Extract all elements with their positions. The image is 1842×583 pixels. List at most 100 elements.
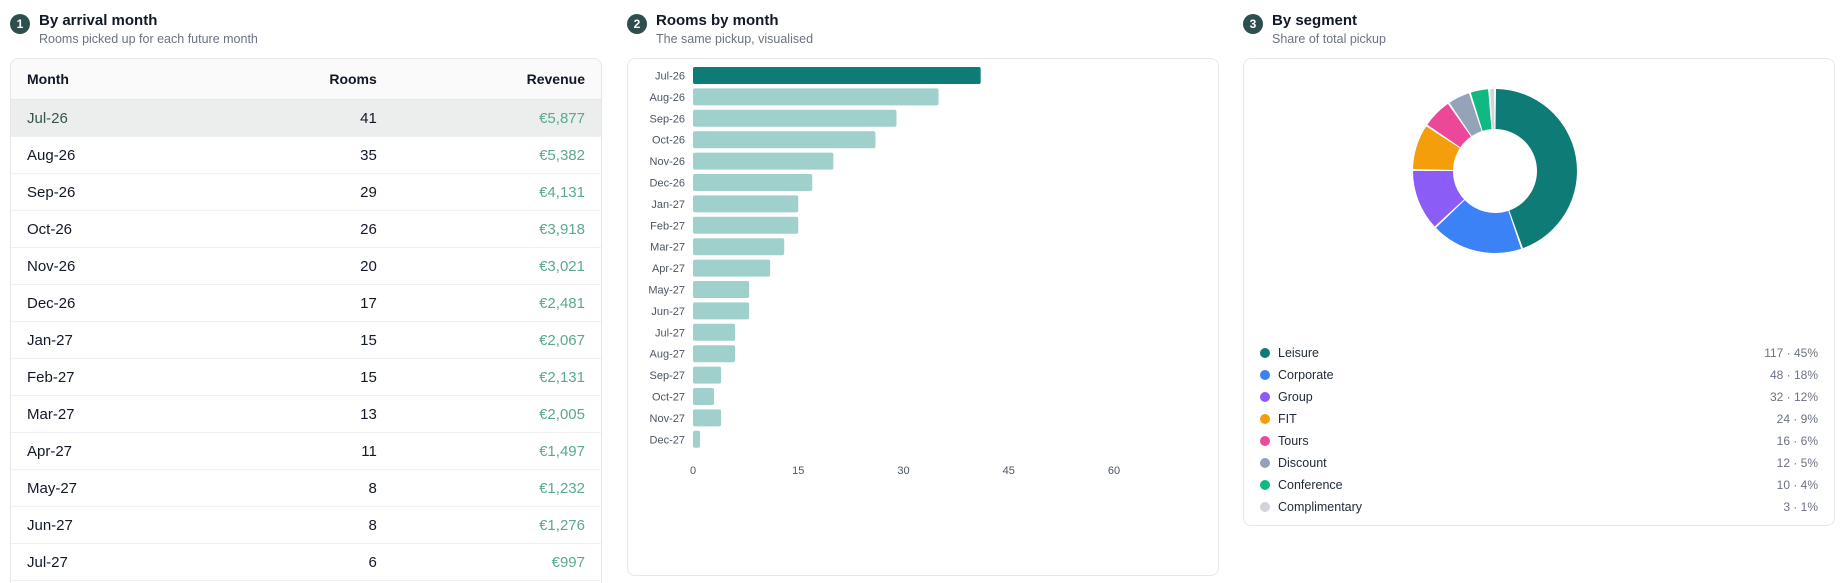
bar[interactable] xyxy=(693,152,834,170)
legend-item[interactable]: Discount 12 · 5% xyxy=(1260,452,1818,474)
column-header-revenue[interactable]: Revenue xyxy=(526,71,585,87)
table-row[interactable]: May-27 8 €1,232 xyxy=(11,470,601,507)
cell-month: Oct-26 xyxy=(27,220,73,238)
table-body: Jul-26 41 €5,877 Aug-26 35 €5,382 Sep-26 29 €4,1… xyxy=(11,100,601,581)
table-row[interactable]: Jun-27 8 €1,276 xyxy=(11,507,601,544)
legend-item[interactable]: Group 32 · 12% xyxy=(1260,386,1818,408)
bar[interactable] xyxy=(693,174,813,191)
column-header-month[interactable]: Month xyxy=(27,71,69,87)
donut-slice[interactable] xyxy=(1470,89,1492,131)
bar[interactable] xyxy=(693,302,750,320)
legend-item[interactable]: Corporate 48 · 18% xyxy=(1260,364,1818,386)
cell-rooms: 35 xyxy=(360,146,377,164)
legend-label: FIT xyxy=(1278,412,1297,426)
cell-month: Jan-27 xyxy=(27,331,73,349)
bar[interactable] xyxy=(693,195,799,213)
bar-label: Apr-27 xyxy=(652,263,685,275)
cell-rooms: 11 xyxy=(361,442,377,460)
cell-month: Sep-26 xyxy=(27,183,76,201)
step-badge: 1 xyxy=(10,14,30,34)
table-row[interactable]: Jul-26 41 €5,877 xyxy=(11,100,601,137)
panel-title: By arrival month xyxy=(39,12,158,29)
bar[interactable] xyxy=(693,281,750,298)
cell-month: May-27 xyxy=(27,479,78,497)
table-row[interactable]: Dec-26 17 €2,481 xyxy=(11,285,601,322)
cell-rooms: 8 xyxy=(368,516,377,534)
bar[interactable] xyxy=(693,131,876,149)
legend-item[interactable]: Tours 16 · 6% xyxy=(1260,430,1818,452)
donut-slice[interactable] xyxy=(1495,89,1577,249)
table-row[interactable]: Aug-26 35 €5,382 xyxy=(11,137,601,174)
bar[interactable] xyxy=(693,366,722,384)
legend-swatch xyxy=(1260,480,1270,490)
bar-label: Aug-26 xyxy=(650,92,685,104)
legend-value: 3 · 1% xyxy=(1783,500,1818,514)
bar-label: Oct-27 xyxy=(652,392,685,404)
arrival-month-table: Month Rooms Revenue Jul-26 41 €5,877 Aug-26… xyxy=(10,58,602,583)
bar[interactable] xyxy=(693,388,715,405)
bar-label: Dec-27 xyxy=(650,434,685,446)
donut-slice[interactable] xyxy=(1413,171,1465,227)
table-row[interactable]: Apr-27 11 €1,497 xyxy=(11,433,601,470)
cell-rooms: 15 xyxy=(360,368,377,386)
panel-title: By segment xyxy=(1272,12,1358,29)
cell-rooms: 13 xyxy=(360,405,377,423)
cell-month: Aug-26 xyxy=(27,146,76,164)
table-row[interactable]: Sep-26 29 €4,131 xyxy=(11,174,601,211)
panel-header-rooms-by-month: 2 Rooms by month The same pickup, visual… xyxy=(627,12,813,48)
cell-month: Dec-26 xyxy=(27,294,76,312)
bar[interactable] xyxy=(693,259,771,277)
column-header-rooms[interactable]: Rooms xyxy=(329,71,377,87)
legend-value: 24 · 9% xyxy=(1776,412,1818,426)
legend-swatch xyxy=(1260,414,1270,424)
cell-revenue: €2,067 xyxy=(539,331,585,349)
panel-subtitle: The same pickup, visualised xyxy=(656,32,814,46)
x-tick-label: 0 xyxy=(690,465,696,477)
cell-revenue: €1,276 xyxy=(539,516,585,534)
bar[interactable] xyxy=(693,109,897,127)
bar[interactable] xyxy=(693,238,785,256)
donut-slice[interactable] xyxy=(1435,200,1522,253)
panel-title: Rooms by month xyxy=(656,12,779,29)
table-row[interactable]: Nov-26 20 €3,021 xyxy=(11,248,601,285)
bar-label: Sep-27 xyxy=(650,370,685,382)
table-row[interactable]: Jul-27 6 €997 xyxy=(11,544,601,581)
legend-label: Complimentary xyxy=(1278,500,1363,514)
step-badge: 2 xyxy=(627,14,647,34)
table-row[interactable]: Mar-27 13 €2,005 xyxy=(11,396,601,433)
bar-label: Dec-26 xyxy=(650,178,685,190)
table-row[interactable]: Oct-26 26 €3,918 xyxy=(11,211,601,248)
panel-header-by-segment: 3 By segment Share of total pickup xyxy=(1243,12,1386,48)
bar[interactable] xyxy=(693,409,722,427)
legend-swatch xyxy=(1260,392,1270,402)
legend-value: 32 · 12% xyxy=(1769,390,1818,404)
bar[interactable] xyxy=(693,323,736,341)
donut-slice[interactable] xyxy=(1449,93,1482,137)
donut-slice[interactable] xyxy=(1413,126,1460,170)
cell-month: Feb-27 xyxy=(27,368,75,386)
x-tick-label: 45 xyxy=(1003,465,1015,477)
legend-value: 117 · 45% xyxy=(1764,346,1818,360)
cell-revenue: €997 xyxy=(551,553,585,571)
step-badge: 3 xyxy=(1243,14,1263,34)
legend-value: 48 · 18% xyxy=(1769,368,1818,382)
table-header: Month Rooms Revenue xyxy=(11,59,601,100)
bar[interactable] xyxy=(693,67,981,84)
legend-item[interactable]: Complimentary 3 · 1% xyxy=(1260,496,1818,518)
x-tick-label: 60 xyxy=(1108,465,1120,477)
table-row[interactable]: Jan-27 15 €2,067 xyxy=(11,322,601,359)
legend-swatch xyxy=(1260,436,1270,446)
bar[interactable] xyxy=(693,345,736,363)
table-row[interactable]: Feb-27 15 €2,131 xyxy=(11,359,601,396)
bar[interactable] xyxy=(693,430,701,448)
bar[interactable] xyxy=(693,216,799,234)
bar[interactable] xyxy=(693,88,939,106)
cell-rooms: 6 xyxy=(368,553,377,571)
rooms-by-month-chart: Jul-26 Aug-26 Sep-26 Oct-26 Nov-26 Dec-26 Jan-… xyxy=(627,58,1219,576)
legend-item[interactable]: Conference 10 · 4% xyxy=(1260,474,1818,496)
donut-slice[interactable] xyxy=(1427,103,1471,148)
legend-value: 16 · 6% xyxy=(1776,434,1818,448)
donut-slice[interactable] xyxy=(1490,89,1495,130)
legend-item[interactable]: FIT 24 · 9% xyxy=(1260,408,1818,430)
legend-item[interactable]: Leisure 117 · 45% xyxy=(1260,342,1818,364)
